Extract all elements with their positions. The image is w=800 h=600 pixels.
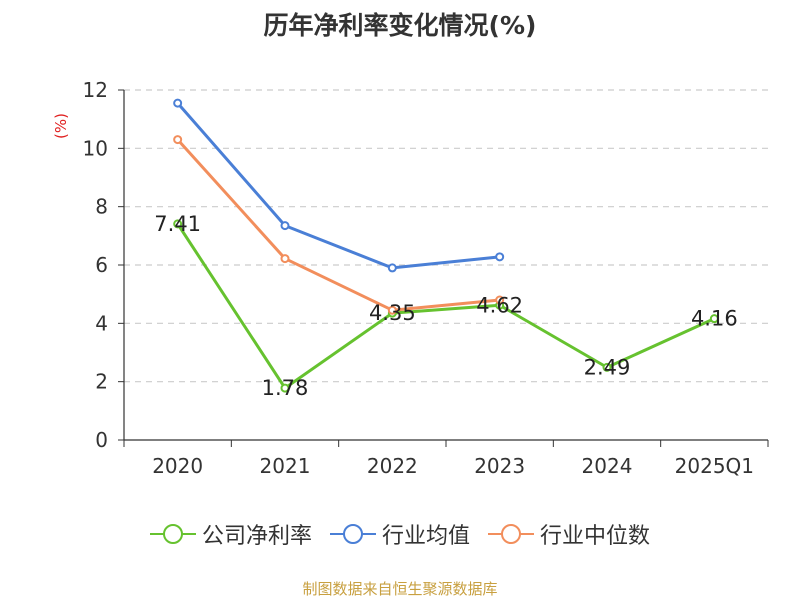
series-line-1 [176, 102, 500, 270]
series-line-0 [176, 223, 715, 390]
y-tick-label: 0 [95, 428, 108, 452]
data-point[interactable] [495, 295, 505, 305]
data-label: 1.78 [262, 376, 309, 400]
grid-lines [124, 89, 768, 383]
data-label: 2.49 [584, 355, 631, 379]
data-label: 4.16 [691, 307, 738, 331]
legend-marker-icon [149, 524, 196, 544]
data-labels: 7.41 1.78 4.35 4.62 2.49 4.16 [154, 212, 737, 400]
legend-marker-icon [329, 524, 376, 544]
legend-item-industry-median[interactable]: 行业中位数 [488, 518, 650, 550]
y-tick-label: 8 [95, 195, 108, 219]
y-tick-label: 4 [95, 311, 108, 335]
y-tick-label: 10 [83, 136, 108, 160]
data-point[interactable] [173, 98, 183, 108]
legend: 公司净利率 行业均值 行业中位数 [0, 518, 800, 550]
x-tick-label: 2023 [474, 454, 525, 478]
data-point[interactable] [495, 252, 505, 262]
data-point[interactable] [602, 362, 612, 372]
y-tick-label: 2 [95, 370, 108, 394]
x-tick-label: 2021 [260, 454, 311, 478]
data-label: 7.41 [154, 212, 201, 236]
x-tick-label: 2022 [367, 454, 418, 478]
data-point[interactable] [173, 135, 183, 145]
data-point[interactable] [709, 314, 719, 324]
y-tick-label: 12 [83, 78, 108, 102]
chart-title: 历年净利率变化情况(%) [263, 11, 537, 40]
data-point[interactable] [387, 305, 397, 315]
legend-label: 行业均值 [381, 524, 470, 549]
legend-item-company-net-margin[interactable]: 公司净利率 [149, 518, 312, 550]
legend-label: 行业中位数 [540, 524, 651, 549]
series-layer [173, 98, 719, 393]
legend-marker-icon [488, 524, 534, 544]
series-line-2 [176, 138, 500, 312]
data-point[interactable] [387, 263, 397, 273]
x-tick-label: 2020 [152, 454, 203, 478]
data-source-note: 制图数据来自恒生聚源数据库 [302, 580, 498, 598]
axes: 0 2 4 6 8 10 12 2020 2021 2022 2023 2024 2025Q1 [83, 78, 769, 478]
data-point[interactable] [280, 221, 290, 231]
data-point[interactable] [173, 219, 183, 229]
data-label: 4.35 [369, 301, 416, 325]
data-point[interactable] [280, 254, 290, 264]
legend-item-industry-average[interactable]: 行业均值 [329, 518, 470, 550]
data-point[interactable] [280, 383, 290, 393]
data-label: 4.62 [476, 293, 523, 317]
x-tick-label: 2025Q1 [675, 454, 754, 478]
legend-label: 公司净利率 [201, 524, 312, 549]
y-axis-label: (%) [52, 113, 70, 139]
x-tick-label: 2024 [582, 454, 633, 478]
y-tick-label: 6 [95, 253, 108, 277]
